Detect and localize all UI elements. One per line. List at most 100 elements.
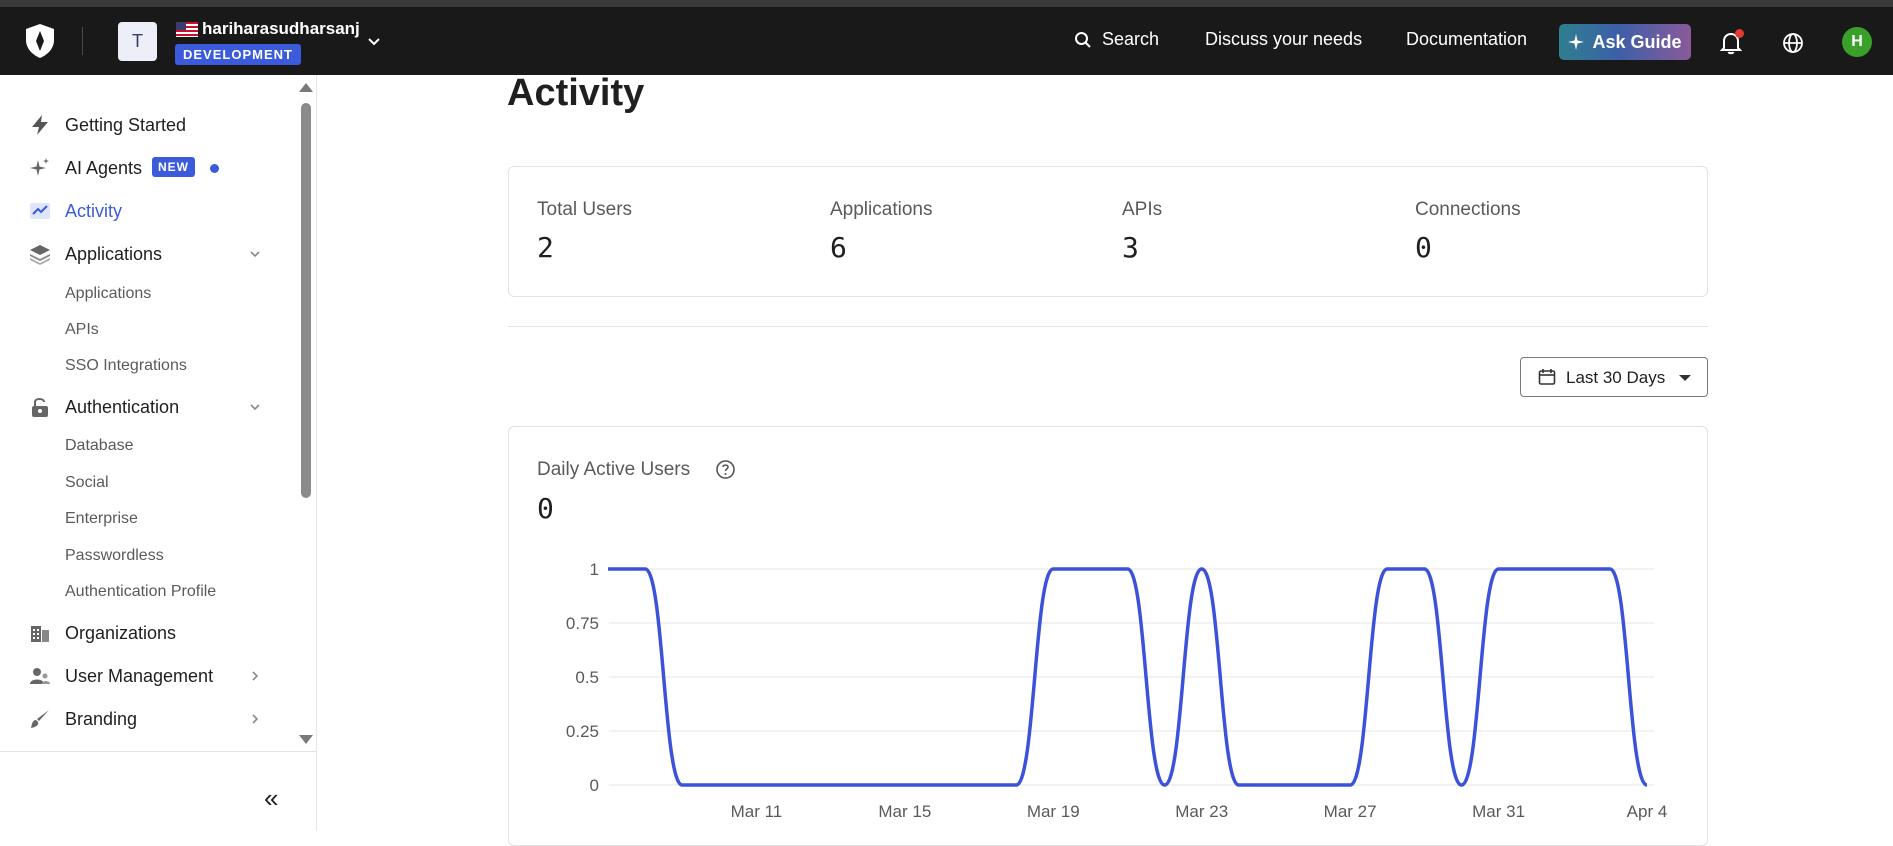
browser-strip xyxy=(0,0,1893,7)
lightning-icon xyxy=(32,115,48,135)
y-tick-label: 0.25 xyxy=(566,722,599,741)
data-point[interactable] xyxy=(716,782,722,788)
caret-down-icon xyxy=(1679,375,1691,381)
data-point[interactable] xyxy=(1644,782,1650,788)
data-point[interactable] xyxy=(1458,782,1464,788)
data-point[interactable] xyxy=(1310,782,1316,788)
data-point[interactable] xyxy=(642,566,648,572)
data-point[interactable] xyxy=(1236,782,1242,788)
chevron-down-icon[interactable] xyxy=(367,35,381,49)
data-point[interactable] xyxy=(1273,782,1279,788)
data-point[interactable] xyxy=(1384,566,1390,572)
data-point[interactable] xyxy=(1533,566,1539,572)
topbar-divider xyxy=(82,27,83,55)
sidebar-item-label: User Management xyxy=(65,665,214,686)
x-tick-label: Mar 11 xyxy=(731,802,783,821)
data-point[interactable] xyxy=(1496,566,1502,572)
data-point[interactable] xyxy=(1087,566,1093,572)
sidebar-scrollbar-thumb[interactable] xyxy=(301,103,311,498)
data-point[interactable] xyxy=(1125,566,1131,572)
chart-value: 0 xyxy=(537,492,554,525)
new-indicator-dot xyxy=(210,164,219,173)
section-divider xyxy=(508,326,1708,327)
sidebar-subitem-passwordless[interactable]: Passwordless xyxy=(65,547,164,564)
notification-bell-icon[interactable] xyxy=(1720,31,1742,55)
notification-dot xyxy=(1735,29,1744,38)
series-line xyxy=(607,567,1648,787)
data-point[interactable] xyxy=(828,782,834,788)
stat-applications: Applications 6 xyxy=(830,199,932,264)
sidebar-item-label: Authentication xyxy=(65,396,180,417)
sidebar-subitem-apis[interactable]: APIs xyxy=(65,321,99,338)
data-point[interactable] xyxy=(1013,782,1019,788)
data-point[interactable] xyxy=(753,782,759,788)
scroll-down-arrow-icon[interactable] xyxy=(299,735,313,744)
data-point[interactable] xyxy=(791,782,797,788)
sidebar-item-label: Getting Started xyxy=(65,114,187,135)
y-tick-label: 0 xyxy=(590,776,599,795)
sparkle-icon xyxy=(1568,34,1585,50)
sidebar-subitem-authentication-profile[interactable]: Authentication Profile xyxy=(65,583,217,600)
data-point[interactable] xyxy=(679,782,685,788)
data-point[interactable] xyxy=(605,566,611,572)
sidebar-subitem-database[interactable]: Database xyxy=(65,437,134,454)
stat-label: APIs xyxy=(1122,199,1163,220)
top-navigation-bar: T hariharasudharsanj DEVELOPMENT Search … xyxy=(0,7,1893,75)
data-point[interactable] xyxy=(865,782,871,788)
search-icon xyxy=(1075,31,1091,48)
search-button[interactable]: Search xyxy=(1074,29,1159,50)
sidebar-subitem-sso-integrations[interactable]: SSO Integrations xyxy=(65,357,187,374)
data-point[interactable] xyxy=(902,782,908,788)
new-badge: NEW xyxy=(152,157,195,177)
stat-value: 0 xyxy=(1415,231,1432,264)
chevron-down-icon xyxy=(250,404,260,411)
tenant-selector[interactable]: hariharasudharsanj xyxy=(176,19,360,39)
documentation-link[interactable]: Documentation xyxy=(1406,29,1528,49)
date-range-select[interactable]: Last 30 Days xyxy=(1520,357,1708,397)
paintbrush-icon xyxy=(31,710,49,728)
help-icon[interactable] xyxy=(715,459,736,480)
tenant-name: hariharasudharsanj xyxy=(202,19,360,38)
data-point[interactable] xyxy=(1421,566,1427,572)
y-tick-label: 1 xyxy=(590,560,599,579)
user-avatar[interactable]: H xyxy=(1842,27,1872,57)
environment-badge: DEVELOPMENT xyxy=(175,44,301,65)
users-icon xyxy=(30,668,50,684)
sidebar: Getting Started AI Agents NEW Activity A… xyxy=(0,75,317,831)
sidebar-subitem-applications[interactable]: Applications xyxy=(65,285,152,302)
stat-label: Connections xyxy=(1415,199,1521,220)
data-point[interactable] xyxy=(1607,566,1613,572)
layers-icon xyxy=(30,245,50,265)
tenant-avatar[interactable]: T xyxy=(118,22,157,61)
sidebar-subitem-enterprise[interactable]: Enterprise xyxy=(65,510,138,527)
globe-icon[interactable] xyxy=(1782,32,1804,54)
chevron-right-icon xyxy=(252,714,259,724)
sidebar-bottom-divider xyxy=(0,751,316,752)
auth0-logo-icon[interactable] xyxy=(24,23,56,59)
collapse-sidebar-button[interactable]: « xyxy=(264,783,279,813)
date-range-value: Last 30 Days xyxy=(1566,368,1666,387)
sparkle-icon xyxy=(30,158,49,176)
stat-apis: APIs 3 xyxy=(1122,199,1162,264)
building-icon xyxy=(31,626,49,642)
data-point[interactable] xyxy=(1347,782,1353,788)
data-point[interactable] xyxy=(1199,566,1205,572)
data-point[interactable] xyxy=(976,782,982,788)
x-tick-label: Mar 27 xyxy=(1324,802,1377,821)
sidebar-item-label: Organizations xyxy=(65,622,177,643)
x-tick-label: Mar 15 xyxy=(878,802,931,821)
data-point[interactable] xyxy=(939,782,945,788)
stat-value: 2 xyxy=(537,231,554,264)
ask-guide-label: Ask Guide xyxy=(1592,31,1682,52)
sidebar-item-label: Applications xyxy=(65,243,163,264)
stat-value: 3 xyxy=(1122,231,1139,264)
stat-value: 6 xyxy=(830,231,847,264)
sidebar-subitem-social[interactable]: Social xyxy=(65,474,109,491)
ask-guide-button[interactable]: Ask Guide xyxy=(1559,24,1691,60)
data-point[interactable] xyxy=(1162,782,1168,788)
data-point[interactable] xyxy=(1570,566,1576,572)
data-point[interactable] xyxy=(1050,566,1056,572)
sidebar-item-label: Activity xyxy=(65,200,123,221)
discuss-needs-link[interactable]: Discuss your needs xyxy=(1205,29,1363,49)
scroll-up-arrow-icon[interactable] xyxy=(299,83,313,92)
